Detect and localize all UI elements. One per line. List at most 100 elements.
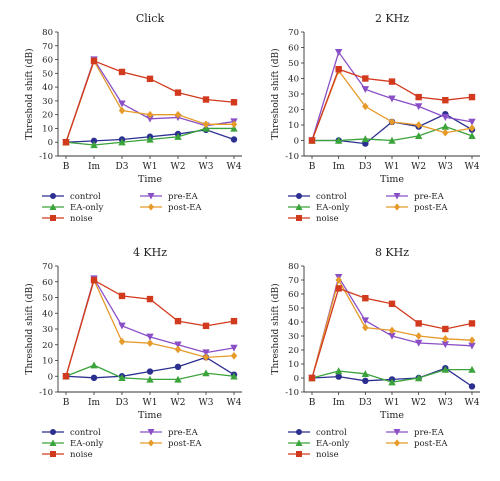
legend: control pre-EA EA-only post-EA noise [42, 192, 202, 224]
y-tick-label: 50 [288, 304, 299, 314]
legend-label-pre-EA: pre-EA [414, 428, 445, 438]
data-point-pre-EA [118, 100, 126, 108]
chart-title: 2 KHz [375, 12, 409, 25]
legend-marker-noise [50, 451, 56, 457]
y-tick-label: 60 [288, 44, 299, 54]
y-tick-label: -10 [39, 152, 53, 162]
data-point-noise [308, 374, 316, 382]
x-tick-label: W1 [143, 398, 158, 408]
data-point-noise [442, 97, 449, 104]
x-axis-title: Time [380, 174, 404, 185]
y-tick-label: 20 [42, 111, 53, 121]
y-tick-label: 20 [288, 346, 299, 356]
legend-label-noise: noise [316, 450, 339, 460]
y-tick-label: 40 [42, 309, 53, 319]
x-tick-label: W1 [143, 162, 158, 172]
data-point-noise [362, 75, 369, 82]
y-tick-label: 70 [42, 262, 53, 272]
legend-label-noise: noise [70, 214, 93, 224]
legend-marker-EA-only [295, 203, 303, 210]
x-tick-label: B [63, 162, 70, 172]
x-tick-label: W4 [227, 398, 242, 408]
data-point-noise [118, 292, 126, 300]
data-point-noise [468, 320, 476, 327]
data-point-control [468, 383, 476, 390]
legend-label-post-EA: post-EA [414, 439, 448, 449]
x-tick-label: W3 [199, 398, 214, 408]
y-tick-label: 10 [42, 124, 53, 134]
chart-panel-1: Click -10 0 10 20 30 40 50 60 70 80 Threshold shift… [24, 12, 242, 224]
data-point-noise [62, 139, 70, 146]
data-point-EA-only [468, 132, 476, 140]
data-point-pre-EA [230, 344, 238, 352]
data-point-post-EA [362, 323, 369, 332]
legend-marker-post-EA [148, 203, 154, 211]
y-tick-label: 60 [288, 290, 299, 300]
y-tick-label: 0 [48, 138, 53, 148]
legend-marker-post-EA [394, 203, 400, 211]
data-point-post-EA [388, 326, 396, 335]
data-point-EA-only [334, 367, 343, 375]
y-tick-label: 80 [42, 28, 53, 38]
x-tick-label: W1 [385, 398, 400, 408]
x-tick-label: B [63, 398, 70, 408]
data-point-pre-EA [118, 322, 126, 330]
chart-title: Click [136, 12, 165, 25]
data-point-noise [442, 325, 449, 333]
y-tick-label: 10 [42, 357, 53, 367]
x-tick-label: D3 [116, 162, 129, 172]
data-point-pre-EA [361, 317, 370, 325]
y-axis-title: Threshold shift (dB) [24, 48, 35, 139]
data-point-noise [415, 320, 422, 327]
x-tick-label: Im [88, 398, 101, 408]
data-point-post-EA [468, 336, 476, 344]
legend-label-control: control [316, 192, 347, 202]
data-point-post-EA [202, 120, 210, 129]
data-point-pre-EA [414, 103, 423, 111]
y-tick-label: 30 [288, 90, 299, 100]
legend-marker-post-EA [148, 439, 154, 447]
data-point-pre-EA [441, 341, 450, 349]
legend-label-EA-only: EA-only [70, 439, 104, 449]
data-point-noise [388, 300, 396, 307]
x-tick-label: B [309, 398, 316, 408]
y-axis-title: Threshold shift (dB) [270, 283, 281, 374]
data-point-noise [230, 317, 238, 325]
data-point-control [90, 137, 98, 145]
data-point-noise [230, 99, 238, 106]
legend-marker-pre-EA [147, 429, 155, 436]
x-axis-title: Time [138, 174, 162, 185]
y-tick-label: -10 [39, 388, 53, 398]
data-point-EA-only [388, 378, 396, 386]
x-axis-title: Time [380, 410, 404, 421]
data-point-noise [308, 137, 316, 144]
chart-title: 8 KHz [375, 246, 409, 259]
data-point-post-EA [442, 128, 449, 137]
data-point-pre-EA [388, 332, 396, 340]
data-point-post-EA [118, 337, 126, 346]
data-point-noise [202, 322, 210, 330]
data-point-post-EA [362, 102, 369, 111]
data-point-noise [90, 57, 98, 65]
data-point-noise [202, 96, 210, 103]
legend-label-control: control [316, 428, 347, 438]
y-tick-label: 70 [288, 276, 299, 286]
data-point-noise [388, 78, 396, 85]
legend-marker-pre-EA [393, 429, 401, 436]
data-point-pre-EA [202, 349, 210, 357]
legend-label-pre-EA: pre-EA [168, 428, 199, 438]
legend: control pre-EA EA-only post-EA noise [288, 192, 448, 224]
x-tick-label: B [309, 162, 316, 172]
data-point-EA-only [468, 365, 476, 373]
y-tick-label: 10 [288, 360, 299, 370]
data-point-EA-only [90, 141, 98, 149]
x-tick-label: D3 [359, 162, 372, 172]
x-tick-label: W4 [465, 162, 480, 172]
x-tick-label: W4 [465, 398, 480, 408]
x-tick-label: Im [333, 398, 346, 408]
data-point-pre-EA [146, 333, 154, 341]
data-point-EA-only [334, 136, 343, 144]
data-point-noise [362, 295, 369, 302]
data-point-post-EA [442, 335, 449, 343]
legend-marker-noise [296, 215, 302, 221]
